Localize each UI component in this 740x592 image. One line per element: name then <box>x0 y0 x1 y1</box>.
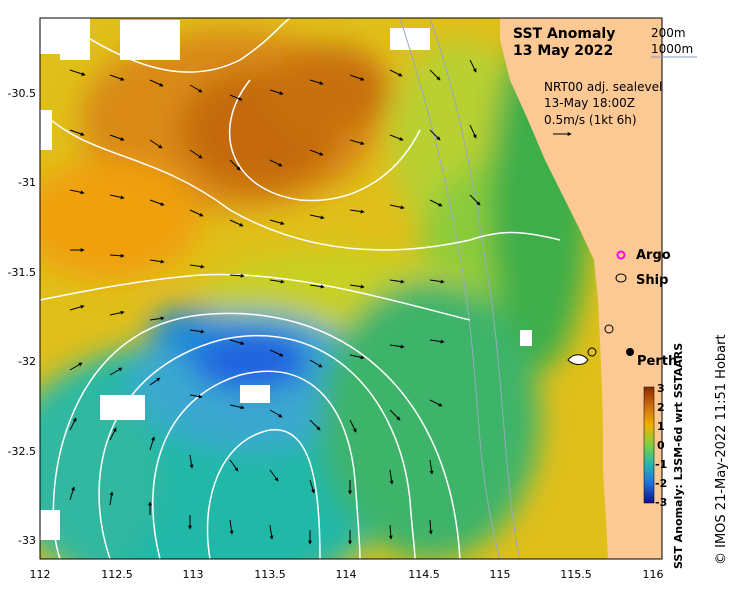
colorbar-tick: -1 <box>655 458 667 471</box>
depth-1000m: 1000m <box>651 42 693 56</box>
colorbar: 3 2 1 0 -1 -2 -3 SST Anomaly: L3SM-6d wr… <box>643 343 685 569</box>
perth-marker-icon <box>626 348 634 356</box>
lon-tick: 115.5 <box>560 568 592 581</box>
land <box>500 18 662 559</box>
lat-tick: -31.5 <box>8 266 36 279</box>
colorbar-scale <box>643 386 655 504</box>
colorbar-tick: -3 <box>655 496 667 509</box>
current-scale: 0.5m/s (1kt 6h) <box>544 113 637 127</box>
cloud-gaps <box>40 18 532 540</box>
ship-marker-icon <box>615 273 627 283</box>
lat-tick: -33 <box>18 534 36 547</box>
depth-200m: 200m <box>651 26 686 40</box>
argo-label: Argo <box>636 248 671 263</box>
lat-tick: -32 <box>18 355 36 368</box>
colorbar-tick: 1 <box>657 420 665 433</box>
colorbar-label: SST Anomaly: L3SM-6d wrt SSTAARS <box>672 343 685 569</box>
marker-legend: Argo Ship <box>615 248 671 288</box>
lon-tick: 113.5 <box>254 568 286 581</box>
lon-tick: 116 <box>643 568 664 581</box>
lat-tick: -30.5 <box>8 87 36 100</box>
lon-tick: 114 <box>336 568 357 581</box>
current-product: NRT00 adj. sealevel <box>544 80 662 94</box>
current-vectors <box>69 59 481 545</box>
map-date: 13 May 2022 <box>513 43 613 59</box>
map-title: SST Anomaly <box>513 26 615 42</box>
lon-tick: 112.5 <box>101 568 133 581</box>
argo-marker-icon <box>616 250 626 260</box>
lon-tick: 113 <box>183 568 204 581</box>
current-info: NRT00 adj. sealevel 13-May 18:00Z 0.5m/s… <box>544 80 662 136</box>
title-block: SST Anomaly 13 May 2022 <box>513 26 615 59</box>
current-time: 13-May 18:00Z <box>544 96 635 110</box>
lat-axis: -30.5 -31 -31.5 -32 -32.5 -33 <box>8 87 36 547</box>
colorbar-tick: -2 <box>655 477 667 490</box>
lon-axis: 112 112.5 113 113.5 114 114.5 115 115.5 … <box>30 568 664 581</box>
coastal-features <box>567 324 614 365</box>
lon-tick: 115 <box>490 568 511 581</box>
lon-tick: 114.5 <box>408 568 440 581</box>
depth-legend: 200m 1000m <box>651 26 697 58</box>
lat-tick: -32.5 <box>8 445 36 458</box>
lon-tick: 112 <box>30 568 51 581</box>
bathymetry-lines <box>399 18 521 559</box>
lat-tick: -31 <box>18 176 36 189</box>
ship-label: Ship <box>636 273 668 288</box>
ocean-field <box>40 18 662 559</box>
colorbar-tick: 2 <box>657 401 665 414</box>
colorbar-tick: 0 <box>657 439 665 452</box>
perth-label: Perth <box>637 354 677 369</box>
sea-level-contours <box>40 18 561 559</box>
plot-frame <box>39 17 663 560</box>
colorbar-tick: 3 <box>657 382 665 395</box>
credit-text: © IMOS 21-May-2022 11:51 Hobart <box>714 334 729 565</box>
